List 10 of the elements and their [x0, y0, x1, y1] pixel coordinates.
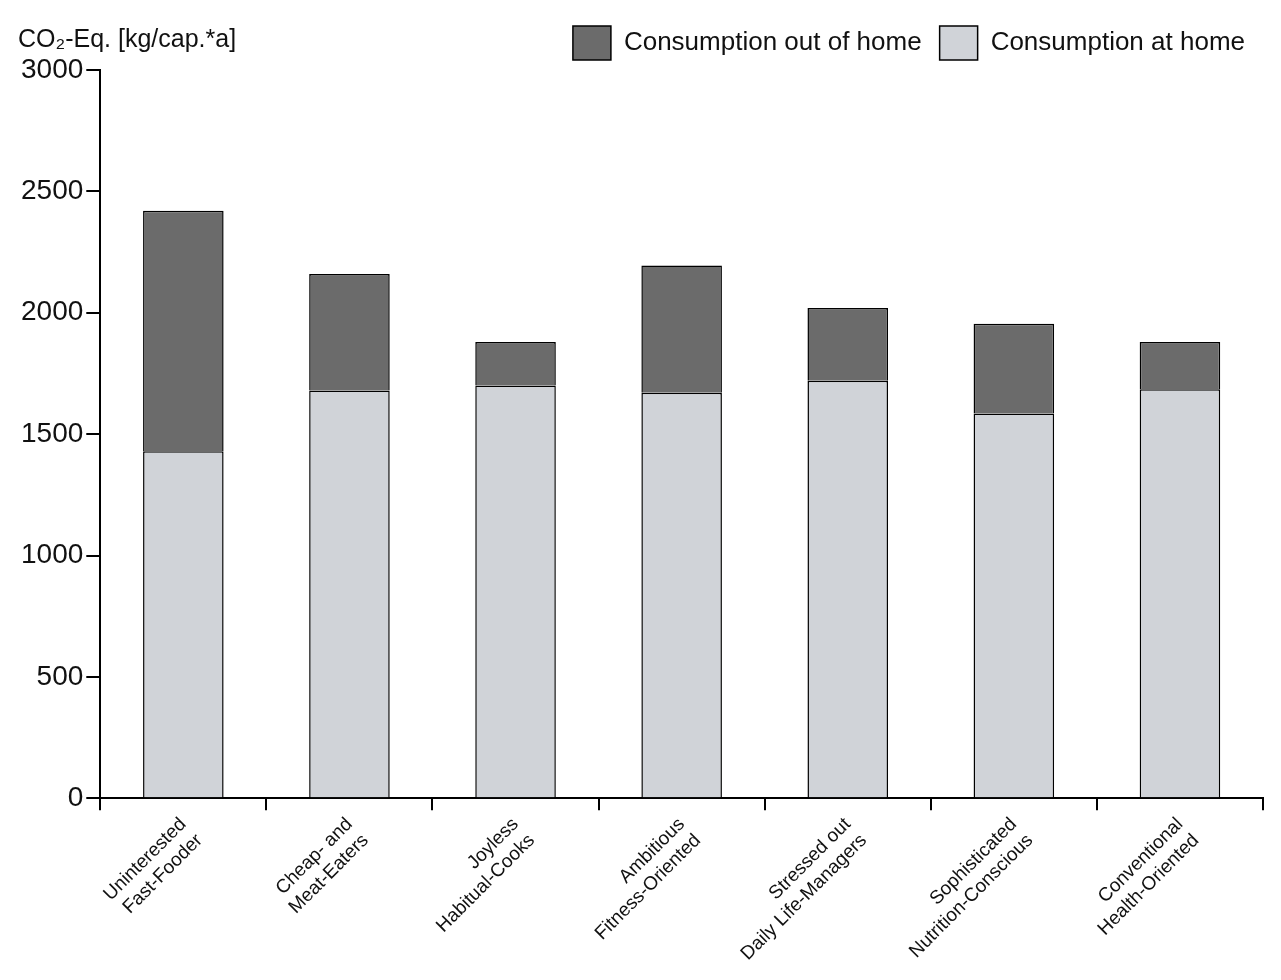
y-tick-label: 2000 [20, 295, 84, 327]
y-tick-label: 3000 [20, 52, 84, 84]
y-axis-title: CO₂-Eq. [kg/cap.*a] [18, 24, 237, 53]
y-tick-label: 2500 [20, 174, 84, 206]
legend-label: Consumption out of home [623, 26, 922, 57]
y-tick-label: 0 [67, 781, 84, 812]
legend-label: Consumption at home [990, 26, 1246, 57]
y-tick-label: 1500 [20, 416, 84, 448]
y-tick-label: 500 [36, 659, 84, 691]
y-tick-label: 1000 [20, 538, 84, 570]
